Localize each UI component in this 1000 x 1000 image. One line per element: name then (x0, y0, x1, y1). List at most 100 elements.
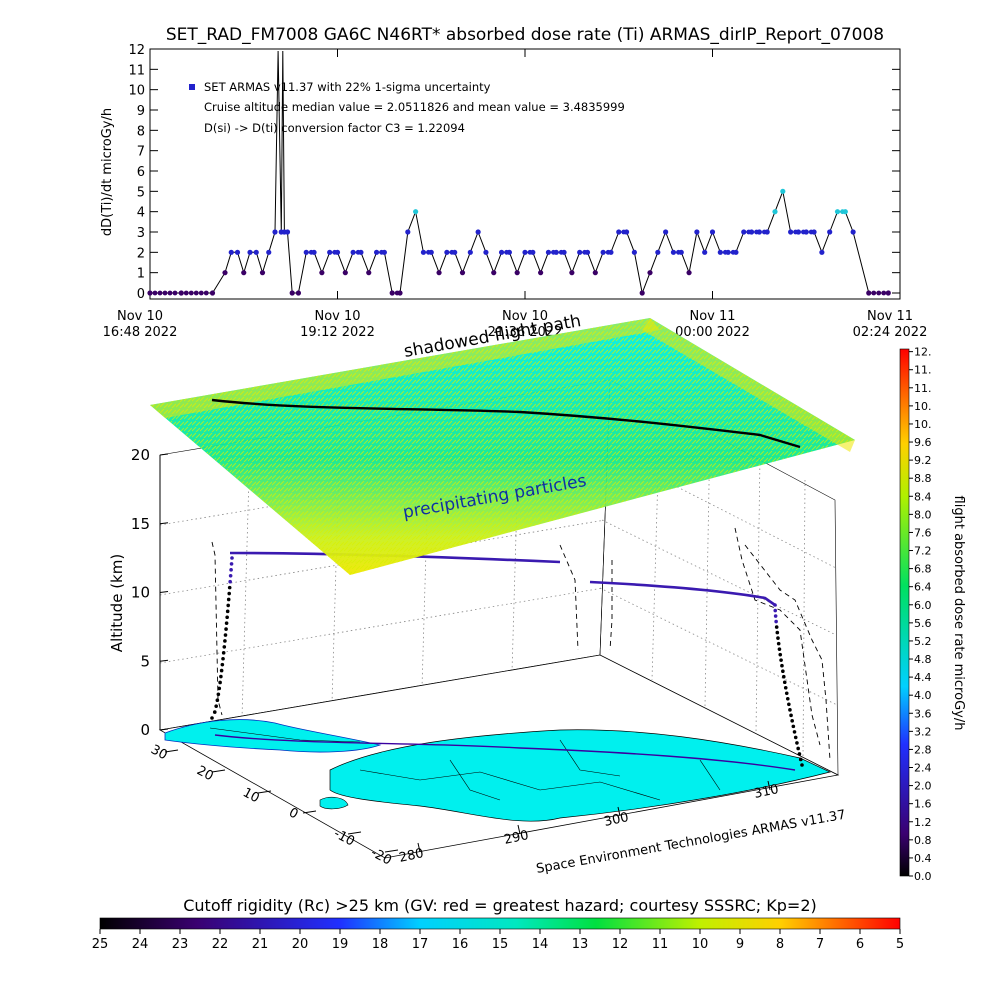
rigidity-colorbar-tick-label: 24 (132, 937, 149, 952)
descent-dot (785, 696, 790, 701)
dose-colorbar-tick-label: 8.0 (914, 508, 932, 521)
rigidity-colorbar-label: Cutoff rigidity (Rc) >25 km (GV: red = g… (183, 896, 817, 915)
descent-dot (775, 630, 780, 635)
data-point (717, 249, 723, 255)
z-tick-label: 15 (131, 515, 150, 533)
dose-colorbar-ticks: 0.0 0.4 0.8 1.2 1.6 2.0 2.4 2.8 3.2 3.6 4.0 4.4 4.8 5… (909, 346, 932, 883)
data-point (772, 209, 778, 215)
rigidity-colorbar-tick-label: 25 (92, 937, 109, 952)
data-point (827, 229, 833, 235)
dose-colorbar-tick-label: 10. (914, 418, 932, 431)
dose-colorbar-tick-label: 5.6 (914, 617, 932, 630)
descent-dot (797, 752, 802, 756)
dose-colorbar-tick-label: 3.2 (914, 725, 932, 738)
longitude-tick-label: 280 (398, 846, 425, 866)
legend-entry-1: SET ARMAS v11.37 with 22% 1-sigma uncert… (204, 80, 491, 94)
descent-dot (784, 691, 789, 696)
data-point (152, 290, 158, 296)
data-point (866, 290, 872, 296)
shadowed-flight-track (211, 398, 801, 449)
y-tick-label: 12 (128, 43, 145, 58)
y-tick-label: 9 (137, 104, 145, 119)
data-point (506, 249, 512, 255)
dose-colorbar-tick-label: 6.0 (914, 599, 932, 612)
descent-dot (796, 746, 800, 751)
data-point (876, 290, 882, 296)
series-points (147, 188, 891, 296)
descent-dot (778, 652, 783, 657)
ascent-dot (228, 579, 232, 584)
z-tick (159, 728, 169, 731)
rigidity-colorbar-tick-label: 11 (652, 937, 669, 952)
dose-colorbar-tick-label: 8.8 (914, 472, 932, 485)
data-point (162, 290, 168, 296)
descent-dot (781, 669, 785, 674)
ascent-dot (222, 645, 227, 649)
rigidity-colorbar-tick-label: 10 (692, 937, 709, 952)
descent-dot (773, 608, 778, 613)
data-point (428, 249, 434, 255)
data-point (584, 249, 591, 255)
x-tick-label-date: Nov 11 (689, 309, 735, 324)
data-point (803, 229, 809, 235)
dose-colorbar-tick-label: 4.4 (914, 671, 932, 684)
flight-track-cruise-2 (589, 580, 776, 607)
latitude-tick-label: 30 (148, 742, 170, 763)
data-point (358, 249, 364, 255)
dose-colorbar-tick-label: 9.6 (914, 436, 932, 449)
legend-entry-2: Cruise altitude median value = 2.0511826… (204, 100, 625, 114)
z-tick (159, 591, 169, 593)
descent-dot (776, 636, 780, 640)
dose-colorbar-tick-label: 5.2 (914, 635, 932, 648)
ascent-dot (219, 674, 223, 679)
data-point (780, 188, 786, 194)
y-tick-label: 4 (137, 206, 145, 221)
dose-colorbar-tick-label: 11. (914, 382, 932, 395)
data-point (655, 249, 661, 255)
data-point (342, 270, 348, 276)
data-point (522, 249, 528, 255)
y-tick-label: 6 (137, 165, 145, 180)
y-tick-label: 7 (137, 145, 145, 160)
x-tick-label-date: Nov 10 (502, 309, 548, 324)
ascent-dot (229, 562, 234, 566)
data-point (561, 249, 567, 255)
data-point (608, 249, 614, 255)
descent-dot (798, 757, 803, 762)
data-point (819, 249, 825, 255)
rigidity-colorbar-tick-label: 22 (212, 937, 229, 952)
descent-dot (776, 641, 781, 646)
legend-marker (189, 84, 195, 90)
dose-colorbar-tick-label: 2.0 (914, 780, 932, 793)
data-point (709, 229, 716, 235)
dose-colorbar-tick-label: 6.8 (914, 563, 932, 576)
ascent-dot (223, 639, 227, 643)
descent-dot (773, 614, 778, 618)
descent-dot (787, 702, 791, 707)
data-point (413, 209, 419, 215)
dose-colorbar-tick-label: 11. (914, 364, 932, 377)
data-point (733, 249, 739, 255)
latitude-ticks (164, 749, 399, 853)
y-axis-label: dD(Ti)/dt microGy/h (100, 108, 115, 236)
data-point (764, 229, 770, 235)
dose-colorbar: 0.0 0.4 0.8 1.2 1.6 2.0 2.4 2.8 3.2 3.6 4.0 4.4 4.8 5… (899, 346, 966, 883)
y-tick-label: 1 (137, 267, 145, 282)
data-point (389, 290, 395, 296)
descent-dot (795, 741, 799, 745)
data-point (498, 249, 505, 255)
data-point (147, 290, 153, 296)
x-tick-label-date: Nov 11 (867, 309, 913, 324)
data-point (788, 229, 794, 235)
data-point (397, 290, 403, 296)
data-point (444, 249, 450, 255)
land-mass-south-america (329, 729, 832, 822)
rigidity-colorbar-tick-label: 18 (372, 937, 389, 952)
data-point (741, 229, 747, 235)
land-mass-north (164, 719, 382, 753)
y-tick-label: 3 (137, 226, 145, 241)
data-point (266, 249, 272, 255)
ascent-dot (220, 662, 225, 667)
data-point (420, 249, 427, 255)
